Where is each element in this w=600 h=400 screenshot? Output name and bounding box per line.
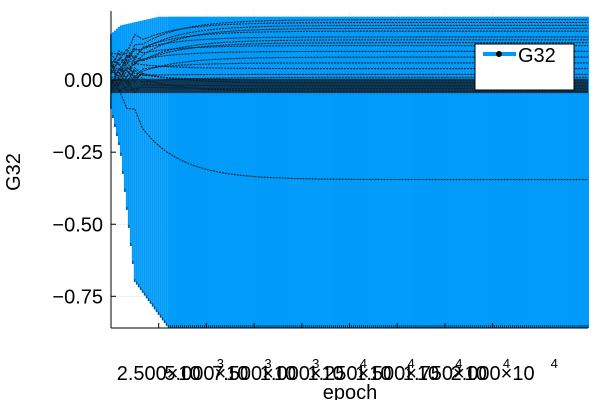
y-tick-labels: 0.00 −0.25 −0.50 −0.75 [52,70,103,308]
x-tick-exponent: 4 [455,356,462,371]
x-tick-label: 1.000×10 [260,363,344,385]
y-tick-label: −0.50 [52,214,103,236]
x-tick-exponent: 4 [360,356,367,371]
legend-label-g32: G32 [518,45,556,67]
x-tick-label: 1.750×10 [403,363,487,385]
series-trace-line [110,42,588,79]
series-zero-band [111,78,588,94]
x-tick-label: 1.500×10 [355,363,439,385]
x-tick-exponent: 4 [408,356,415,371]
x-tick-label: 1.250×10 [308,363,392,385]
series-trace-line [110,30,588,75]
x-tick-exponent: 3 [312,356,319,371]
x-tick-exponent: 4 [503,356,510,371]
x-tick-labels: 2.500×10 35.000×10 37.500×10 31.000×10 41.25… [117,356,558,385]
series-trace-line [110,58,588,181]
series-trace-line [110,19,588,75]
series-trace-line [110,39,588,88]
axes [110,11,588,329]
y-tick-label: 0.00 [64,70,103,92]
x-tick-label: 2.500×10 [117,363,201,385]
x-tick-label: 2.000×10 [451,363,535,385]
legend-box [474,43,575,91]
y-axis-label: G32 [3,153,25,191]
y-tick-label: −0.25 [52,142,103,164]
legend-marker [496,51,502,57]
x-tick-exponent: 3 [217,356,224,371]
legend: G32 [474,43,575,91]
x-tick-label: 7.500×10 [212,363,296,385]
series-trace-line [110,27,588,88]
x-axis-label: epoch [323,382,378,400]
x-tick-exponent: 4 [551,356,558,371]
x-tick-label: 5.000×10 [164,363,248,385]
x-tick-exponent: 3 [264,356,271,371]
y-tick-label: −0.75 [52,286,103,308]
series-trace-line [110,24,588,78]
series-layer [110,16,589,328]
